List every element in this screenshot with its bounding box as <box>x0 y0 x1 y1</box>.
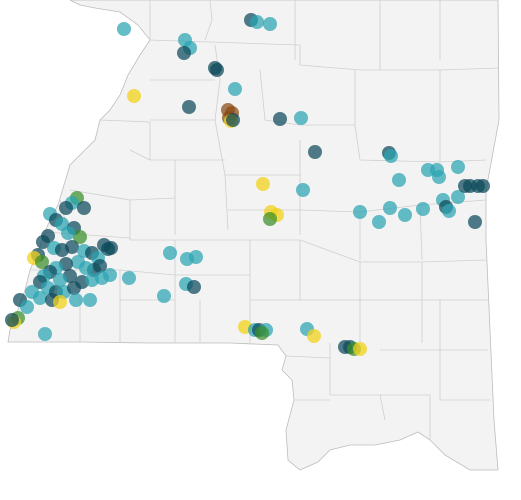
county-boundary-line <box>204 0 213 41</box>
teal-data-point[interactable] <box>122 271 136 285</box>
teal-data-point[interactable] <box>103 268 117 282</box>
county-boundary-line <box>380 349 490 401</box>
teal-data-point[interactable] <box>383 201 397 215</box>
dark-data-point[interactable] <box>182 100 196 114</box>
county-boundary-line <box>44 231 131 239</box>
green-data-point[interactable] <box>73 230 87 244</box>
teal-data-point[interactable] <box>38 327 52 341</box>
county-boundary-line <box>99 119 151 160</box>
teal-data-point[interactable] <box>20 300 34 314</box>
teal-data-point[interactable] <box>416 202 430 216</box>
dark-data-point[interactable] <box>77 201 91 215</box>
dark-data-point[interactable] <box>210 63 224 77</box>
teal-data-point[interactable] <box>398 208 412 222</box>
teal-data-point[interactable] <box>157 289 171 303</box>
land-shape <box>7 0 500 471</box>
teal-data-point[interactable] <box>451 190 465 204</box>
teal-data-point[interactable] <box>442 204 456 218</box>
county-boundary-line <box>224 174 229 231</box>
county-boundary-line <box>129 149 151 161</box>
green-data-point[interactable] <box>255 326 269 340</box>
teal-data-point[interactable] <box>69 293 83 307</box>
yellow-data-point[interactable] <box>127 89 141 103</box>
yellow-data-point[interactable] <box>53 295 67 309</box>
yellow-data-point[interactable] <box>256 177 270 191</box>
county-boundary-line <box>285 355 331 359</box>
teal-data-point[interactable] <box>392 173 406 187</box>
teal-data-point[interactable] <box>33 291 47 305</box>
yellow-data-point[interactable] <box>353 342 367 356</box>
teal-data-point[interactable] <box>228 82 242 96</box>
green-data-point[interactable] <box>263 212 277 226</box>
teal-data-point[interactable] <box>296 183 310 197</box>
green-data-point[interactable] <box>35 255 49 269</box>
teal-data-point[interactable] <box>372 215 386 229</box>
teal-data-point[interactable] <box>163 246 177 260</box>
dark-data-point[interactable] <box>187 280 201 294</box>
teal-data-point[interactable] <box>353 205 367 219</box>
dark-data-point[interactable] <box>273 112 287 126</box>
data-points[interactable] <box>5 13 490 356</box>
teal-data-point[interactable] <box>294 111 308 125</box>
dark-data-point[interactable] <box>59 201 73 215</box>
teal-data-point[interactable] <box>250 15 264 29</box>
dark-data-point[interactable] <box>177 46 191 60</box>
county-boundary-line <box>380 394 431 440</box>
dark-data-point[interactable] <box>36 235 50 249</box>
land-layer <box>7 0 500 471</box>
dark-data-point[interactable] <box>476 179 490 193</box>
teal-data-point[interactable] <box>432 170 446 184</box>
teal-data-point[interactable] <box>53 273 67 287</box>
teal-data-point[interactable] <box>189 250 203 264</box>
teal-data-point[interactable] <box>451 160 465 174</box>
teal-data-point[interactable] <box>83 293 97 307</box>
teal-data-point[interactable] <box>117 22 131 36</box>
county-boundary-line <box>329 343 386 421</box>
teal-data-point[interactable] <box>263 17 277 31</box>
teal-data-point[interactable] <box>61 226 75 240</box>
dark-data-point[interactable] <box>5 313 19 327</box>
county-boundary-line <box>129 200 225 241</box>
yellow-data-point[interactable] <box>307 329 321 343</box>
dark-data-point[interactable] <box>468 215 482 229</box>
dark-data-point[interactable] <box>65 240 79 254</box>
county-boundary-line <box>299 45 500 71</box>
dark-data-point[interactable] <box>104 241 118 255</box>
county-boundary-line <box>149 39 301 46</box>
teal-data-point[interactable] <box>71 255 85 269</box>
dark-data-point[interactable] <box>226 113 240 127</box>
county-boundary-line <box>30 269 250 276</box>
dark-data-point[interactable] <box>308 145 322 159</box>
teal-data-point[interactable] <box>384 149 398 163</box>
